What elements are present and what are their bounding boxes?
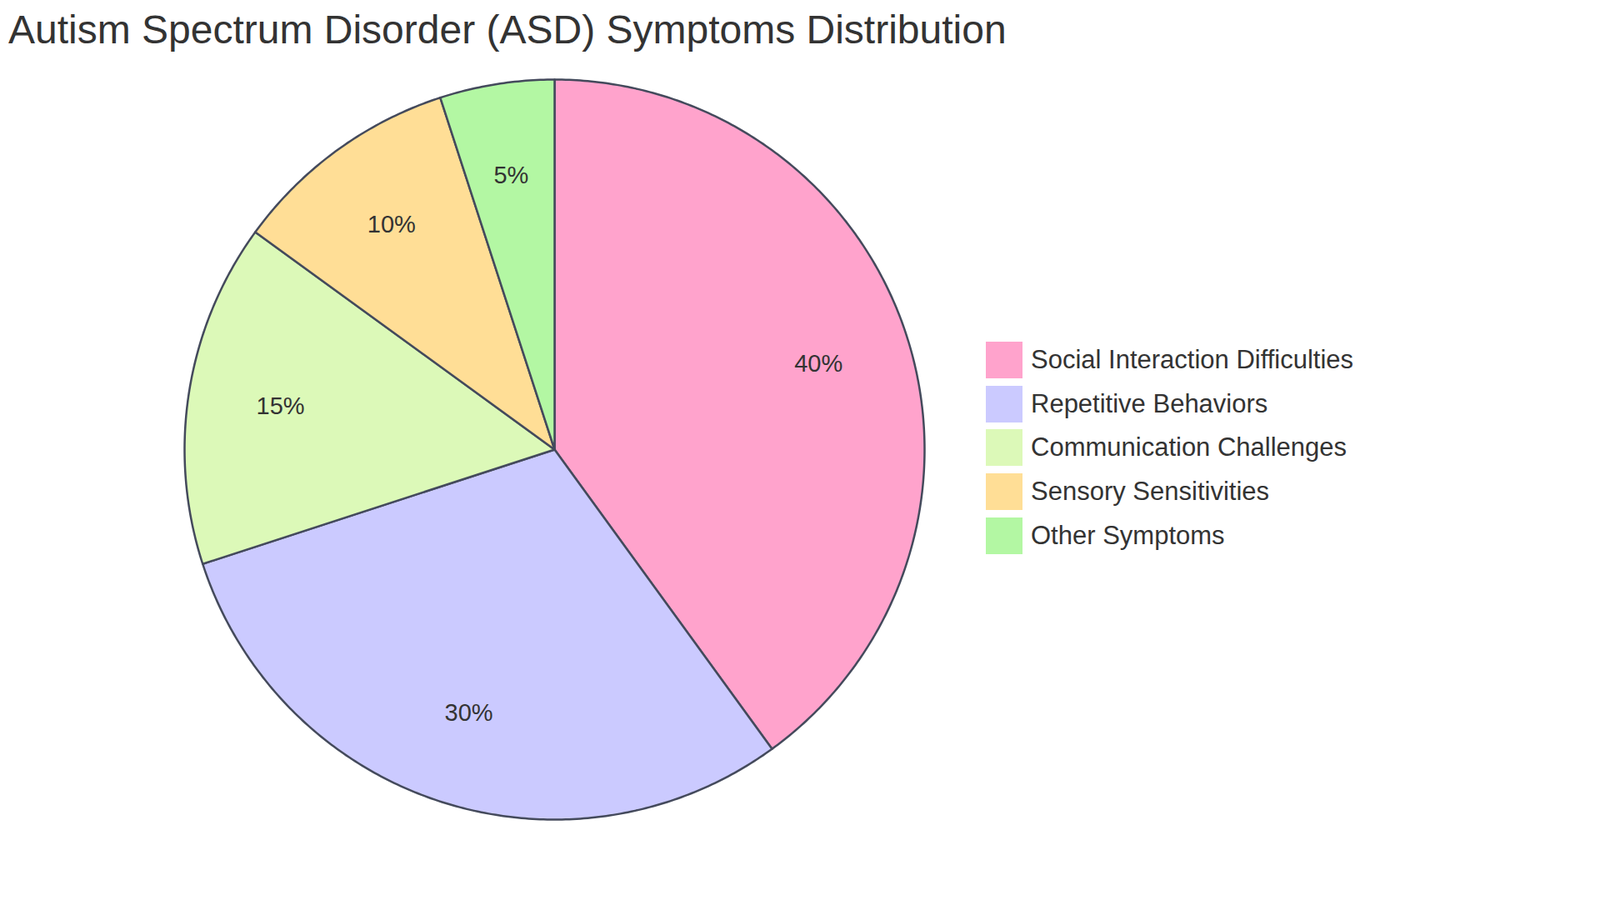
svg-text:10%: 10%: [367, 210, 416, 238]
svg-text:15%: 15%: [256, 392, 305, 420]
html-text:Social Interaction Difficultie: Social Interaction Difficulties: [1030, 345, 1354, 375]
html-text:Repetitive Behaviors: Repetitive Behaviors: [1030, 389, 1268, 419]
html-text:Sensory Sensitivities: Sensory Sensitivities: [1030, 476, 1270, 506]
html-text:Autism Spectrum Disorder (ASD): Autism Spectrum Disorder (ASD) Symptoms …: [8, 7, 1007, 52]
html-text:Communication Challenges: Communication Challenges: [1030, 432, 1347, 463]
svg-text:30%: 30%: [445, 699, 494, 726]
svg-text:5%: 5%: [493, 161, 529, 189]
svg-text:40%: 40%: [794, 350, 843, 377]
html-text:Other Symptoms: Other Symptoms: [1030, 520, 1225, 550]
